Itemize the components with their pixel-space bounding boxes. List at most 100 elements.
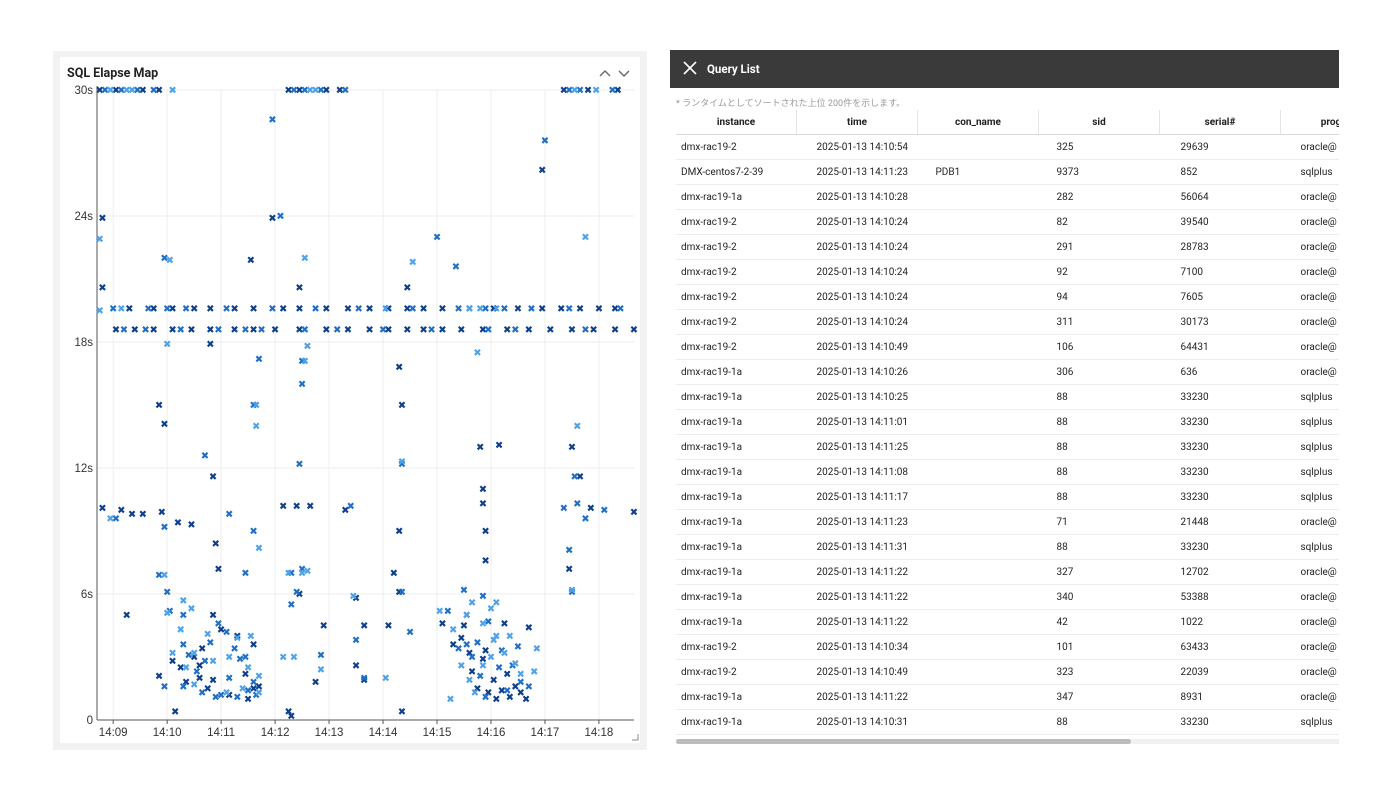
data-point[interactable]: ✖: [239, 684, 247, 695]
data-point[interactable]: ✖: [587, 503, 595, 514]
data-point[interactable]: ✖: [212, 539, 220, 550]
data-point[interactable]: ✖: [360, 621, 368, 632]
data-point[interactable]: ✖: [190, 680, 198, 691]
data-point[interactable]: ✖: [511, 325, 519, 336]
data-point[interactable]: ✖: [292, 501, 300, 512]
data-point[interactable]: ✖: [492, 304, 500, 315]
data-point[interactable]: ✖: [290, 86, 298, 97]
data-point[interactable]: ✖: [419, 325, 427, 336]
data-point[interactable]: ✖: [168, 648, 176, 659]
data-point[interactable]: ✖: [487, 604, 495, 615]
data-point[interactable]: ✖: [222, 304, 230, 315]
data-point[interactable]: ✖: [271, 325, 279, 336]
data-point[interactable]: ✖: [503, 325, 511, 336]
data-point[interactable]: ✖: [249, 401, 257, 412]
column-header-con-name[interactable]: con_name: [917, 110, 1039, 135]
table-row[interactable]: dmx-rac19-1a 2025-01-13 14:11:23 71 21448 or…: [676, 509, 1339, 535]
data-point[interactable]: ✖: [217, 625, 225, 636]
data-point[interactable]: ✖: [390, 569, 398, 580]
data-point[interactable]: ✖: [525, 325, 533, 336]
data-point[interactable]: ✖: [500, 648, 508, 659]
data-point[interactable]: ✖: [573, 422, 581, 433]
data-point[interactable]: ✖: [185, 650, 193, 661]
data-point[interactable]: ✖: [438, 325, 446, 336]
data-point[interactable]: ✖: [481, 527, 489, 538]
data-point[interactable]: ✖: [141, 325, 149, 336]
data-point[interactable]: ✖: [125, 304, 133, 315]
data-point[interactable]: ✖: [139, 510, 147, 521]
data-point[interactable]: ✖: [565, 304, 573, 315]
data-point[interactable]: ✖: [500, 304, 508, 315]
data-point[interactable]: ✖: [101, 86, 109, 97]
data-point[interactable]: ✖: [360, 674, 368, 685]
table-row[interactable]: dmx-rac19-2 2025-01-13 14:10:49 323 22039 or…: [676, 659, 1339, 685]
column-header-program[interactable]: prog: [1280, 110, 1339, 135]
data-point[interactable]: ✖: [473, 638, 481, 649]
table-row[interactable]: dmx-rac19-2 2025-01-13 14:10:54 325 29639 or…: [676, 134, 1339, 160]
data-point[interactable]: ✖: [498, 646, 506, 657]
data-point[interactable]: ✖: [155, 401, 163, 412]
data-point[interactable]: ✖: [249, 678, 257, 689]
data-point[interactable]: ✖: [244, 695, 252, 706]
data-point[interactable]: ✖: [449, 625, 457, 636]
data-point[interactable]: ✖: [149, 86, 157, 97]
data-point[interactable]: ✖: [468, 667, 476, 678]
data-point[interactable]: ✖: [128, 510, 136, 521]
data-point[interactable]: ✖: [96, 306, 104, 317]
data-point[interactable]: ✖: [206, 304, 214, 315]
data-point[interactable]: ✖: [568, 585, 576, 596]
data-point[interactable]: ✖: [514, 642, 522, 653]
data-point[interactable]: ✖: [409, 304, 417, 315]
data-point[interactable]: ✖: [230, 304, 238, 315]
data-point[interactable]: ✖: [481, 646, 489, 657]
data-point[interactable]: ✖: [352, 636, 360, 647]
data-point[interactable]: ✖: [255, 543, 263, 554]
data-point[interactable]: ✖: [230, 325, 238, 336]
data-point[interactable]: ✖: [276, 212, 284, 223]
data-point[interactable]: ✖: [287, 569, 295, 580]
data-point[interactable]: ✖: [484, 617, 492, 628]
data-point[interactable]: ✖: [530, 667, 538, 678]
data-point[interactable]: ✖: [409, 258, 417, 269]
data-point[interactable]: ✖: [384, 621, 392, 632]
data-point[interactable]: ✖: [506, 632, 514, 643]
data-point[interactable]: ✖: [187, 520, 195, 531]
data-point[interactable]: ✖: [160, 682, 168, 693]
data-point[interactable]: ✖: [462, 640, 470, 651]
data-point[interactable]: ✖: [614, 86, 622, 97]
data-point[interactable]: ✖: [298, 569, 306, 580]
data-point[interactable]: ✖: [476, 671, 484, 682]
resize-handle-icon[interactable]: [632, 734, 639, 741]
data-point[interactable]: ✖: [479, 499, 487, 510]
data-point[interactable]: ✖: [446, 695, 454, 706]
data-point[interactable]: ✖: [249, 304, 257, 315]
data-point[interactable]: ✖: [568, 325, 576, 336]
data-point[interactable]: ✖: [576, 86, 584, 97]
data-point[interactable]: ✖: [290, 653, 298, 664]
data-point[interactable]: ✖: [160, 254, 168, 265]
data-point[interactable]: ✖: [168, 86, 176, 97]
close-icon[interactable]: [682, 59, 698, 77]
data-point[interactable]: ✖: [495, 440, 503, 451]
table-row[interactable]: dmx-rac19-2 2025-01-13 14:10:24 82 39540 ora…: [676, 209, 1339, 235]
data-point[interactable]: ✖: [155, 571, 163, 582]
data-point[interactable]: ✖: [527, 304, 535, 315]
data-point[interactable]: ✖: [201, 451, 209, 462]
data-point[interactable]: ✖: [568, 443, 576, 454]
data-point[interactable]: ✖: [506, 692, 514, 703]
data-point[interactable]: ✖: [395, 527, 403, 538]
data-point[interactable]: ✖: [241, 669, 249, 680]
data-point[interactable]: ✖: [460, 621, 468, 632]
data-point[interactable]: ✖: [322, 304, 330, 315]
data-point[interactable]: ✖: [295, 459, 303, 470]
data-point[interactable]: ✖: [516, 688, 524, 699]
data-point[interactable]: ✖: [344, 304, 352, 315]
data-point[interactable]: ✖: [284, 569, 292, 580]
data-point[interactable]: ✖: [174, 518, 182, 529]
data-point[interactable]: ✖: [468, 653, 476, 664]
data-point[interactable]: ✖: [131, 325, 139, 336]
table-row[interactable]: dmx-rac19-1a 2025-01-13 14:11:31 88 33230 sq…: [676, 534, 1339, 560]
data-point[interactable]: ✖: [233, 634, 241, 645]
data-point[interactable]: ✖: [144, 304, 152, 315]
elapse-scatter-plot[interactable]: 0 6s 12s 18s 24s 30s 14:09 14:10 14:11 14:12 14:13…: [60, 57, 640, 743]
